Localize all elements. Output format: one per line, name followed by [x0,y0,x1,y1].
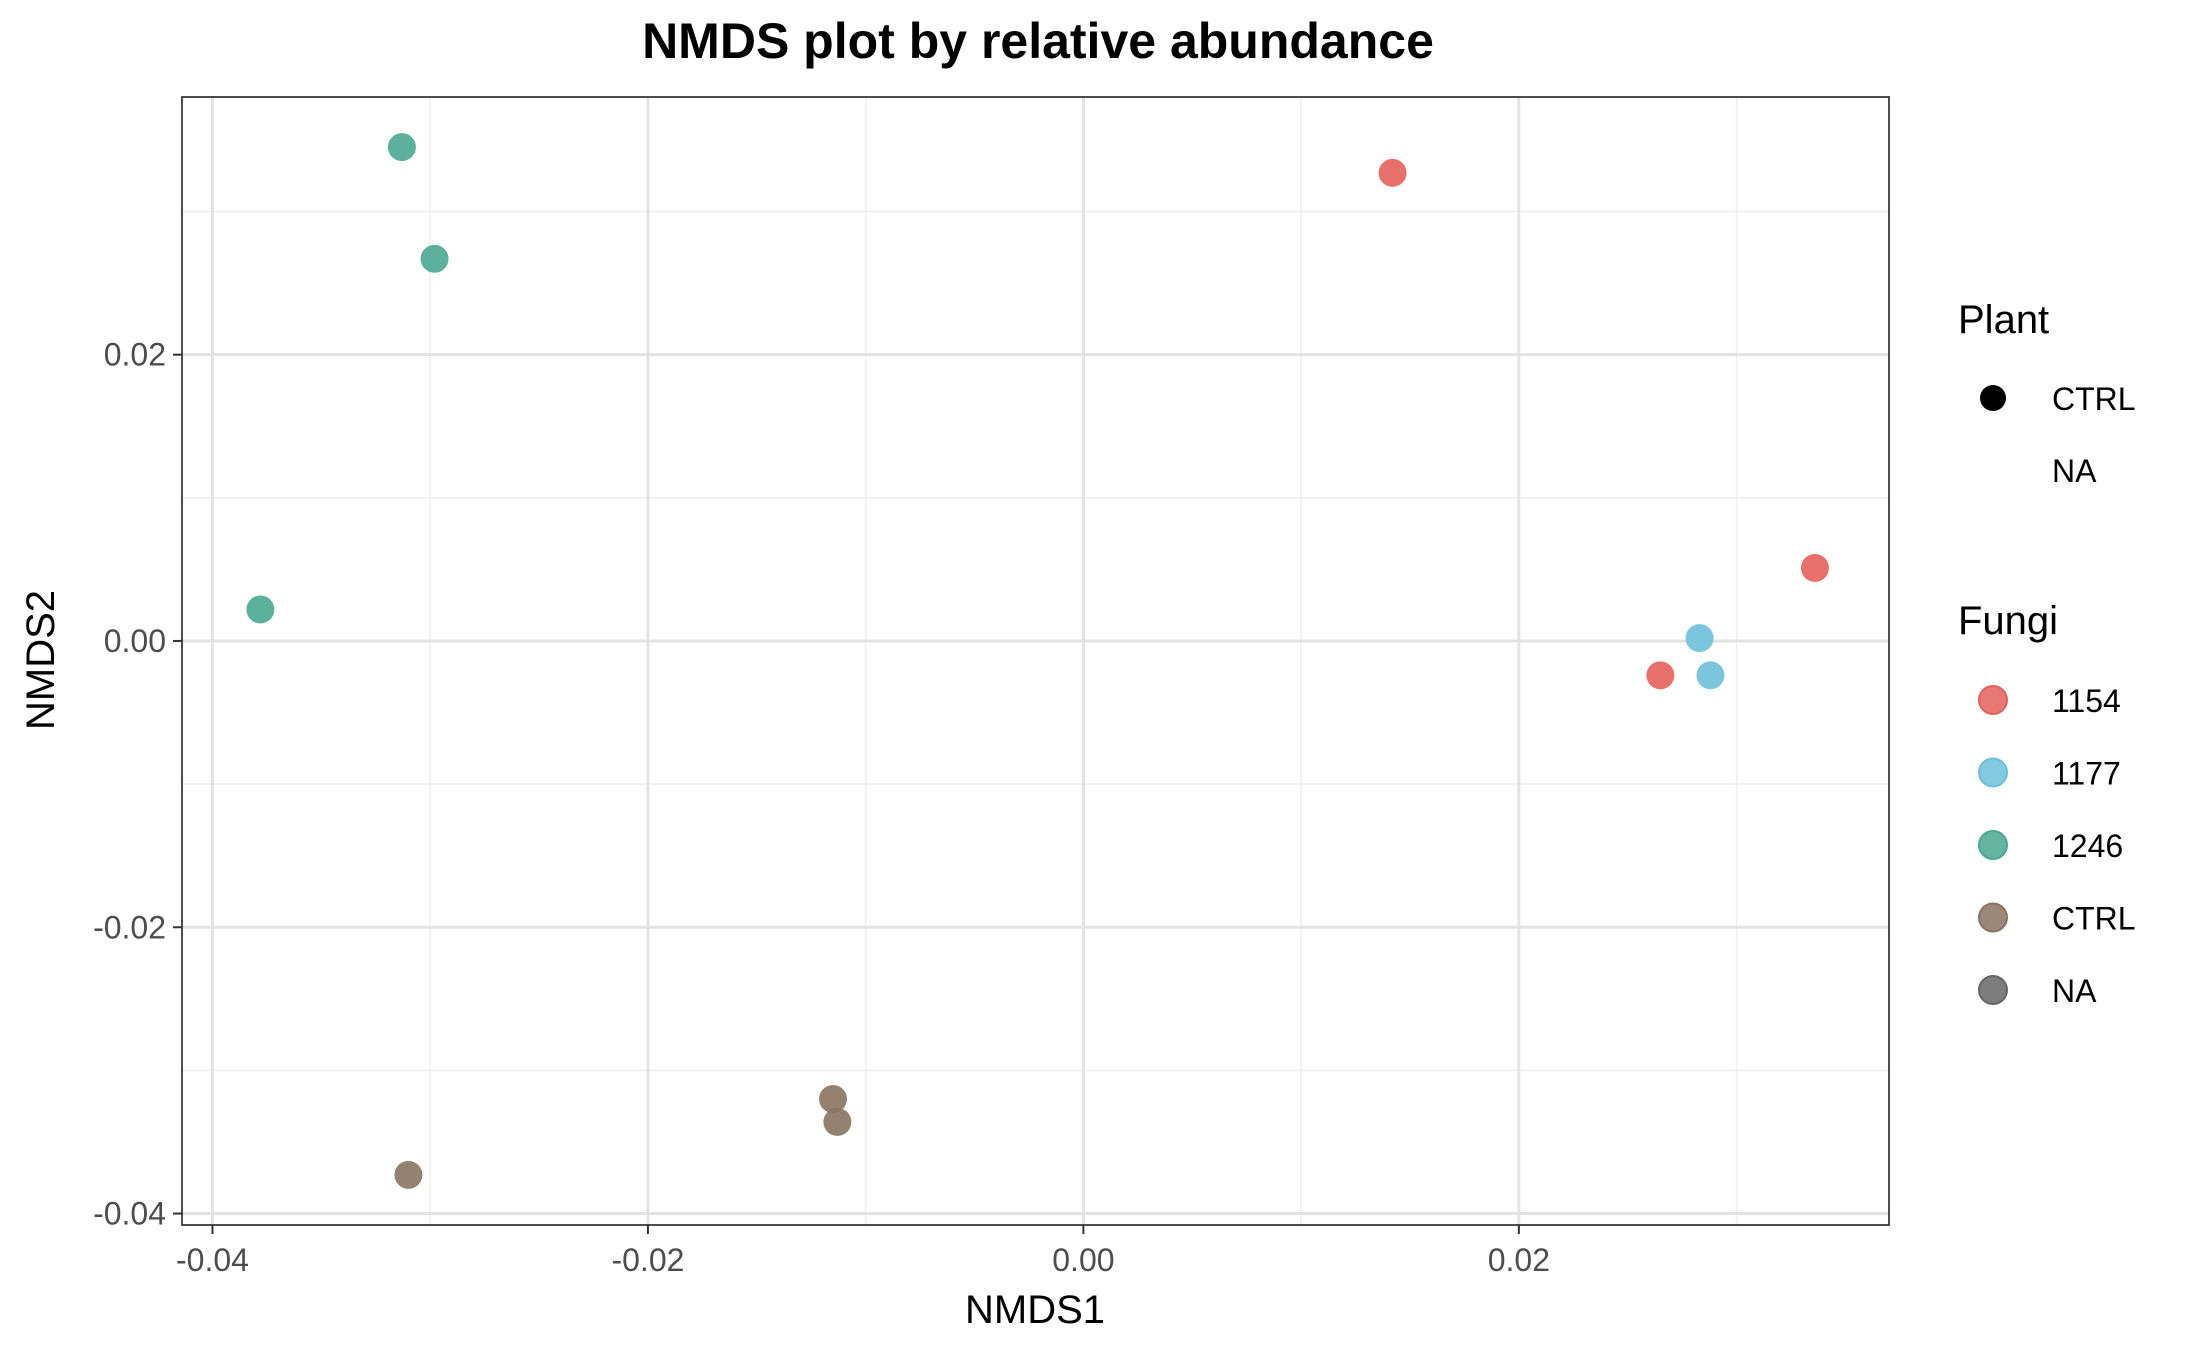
data-point-1177 [1696,661,1725,690]
x-tick-label: -0.02 [611,1242,684,1278]
x-tick-label: 0.02 [1488,1242,1550,1278]
legend-fungi-label: 1246 [2052,828,2123,864]
y-tick-label: 0.02 [104,337,166,373]
legend-fungi-key [1978,685,2008,715]
y-tick-label: 0.00 [104,623,166,659]
data-point-ctrl [394,1160,423,1189]
plot-panel-border [181,96,1890,1226]
legend-fungi-title: Fungi [1958,599,2058,643]
legend-plant-title: Plant [1958,298,2049,342]
y-tick-label: -0.04 [93,1196,166,1232]
legend-fungi-key [1978,975,2008,1005]
x-axis-title: NMDS1 [965,1288,1105,1332]
x-tick-label: -0.04 [176,1242,249,1278]
y-axis-title: NMDS2 [19,590,63,730]
legend-fungi-key [1978,757,2008,788]
y-axis: -0.04 -0.02 0.00 0.02 [93,337,182,1232]
data-point-ctrl [819,1085,848,1114]
data-point-1154 [1646,661,1675,690]
data-point-1246 [420,244,449,273]
data-point-1154 [1800,553,1829,582]
data-point-1246 [387,133,416,162]
y-tick-label: -0.02 [93,909,166,945]
legend-fungi-label: 1177 [2052,756,2121,792]
legend-plant: Plant CTRL NA [1958,298,2136,489]
legend-fungi-label: NA [2052,973,2097,1009]
legend-fungi-label: 1154 [2052,683,2121,719]
chart-title: NMDS plot by relative abundance [642,13,1434,69]
data-point-ctrl [823,1107,852,1136]
legend-plant-label-na: NA [2052,453,2097,489]
legend-fungi-label: CTRL [2052,901,2136,937]
data-point-1177 [1685,624,1714,653]
data-points [246,133,1829,1189]
data-point-1246 [246,595,275,624]
data-point-1154 [1378,158,1407,187]
x-tick-label: 0.00 [1052,1242,1114,1278]
legend-fungi-key [1978,902,2008,933]
gridlines [182,97,1889,1225]
x-axis: -0.04 -0.02 0.00 0.02 [176,1225,1550,1278]
legend-fungi: Fungi 1154 1177 1246 CTRL NA [1958,599,2136,1009]
legend-plant-label-ctrl: CTRL [2052,381,2136,417]
legend-fungi-key [1978,830,2008,860]
legend-plant-key-ctrl [1980,385,2006,411]
